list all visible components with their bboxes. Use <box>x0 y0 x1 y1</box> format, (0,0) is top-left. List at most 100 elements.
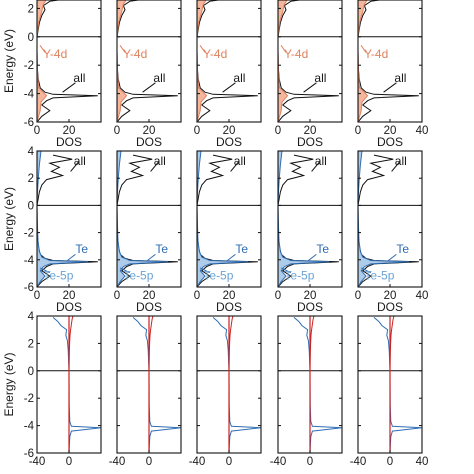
annotation-arrow <box>230 161 239 172</box>
x-axis-label: DOS <box>216 135 242 149</box>
annotation-arrow <box>62 82 76 93</box>
x-tick-label: 0 <box>226 456 232 468</box>
x-tick-label: 20 <box>304 125 317 137</box>
annotation-arrow <box>388 253 397 261</box>
panel-plot-area <box>358 151 422 287</box>
series-total-line <box>37 0 98 122</box>
annotation-te: Te <box>316 242 329 256</box>
x-tick-label: 0 <box>194 125 200 137</box>
panel-plot-area <box>197 0 261 122</box>
series-total-line <box>278 154 339 287</box>
annotation-all: all <box>73 71 85 85</box>
annotation-te: Te <box>396 242 409 256</box>
x-axis-label: DOS <box>377 135 403 149</box>
annotation-all: all <box>395 154 407 168</box>
series-total-line <box>358 154 419 287</box>
series-spin_up-line <box>373 317 422 453</box>
annotation-arrow <box>70 161 79 172</box>
x-tick-label: 20 <box>63 125 76 137</box>
y-tick-label: -4 <box>24 255 35 267</box>
annotation-te5p: Te-5p <box>123 268 153 282</box>
panel-plot-area <box>37 0 101 122</box>
series-y4d-fill <box>358 0 368 122</box>
annotation-arrow <box>360 45 367 53</box>
annotation-all: all <box>233 71 245 85</box>
x-tick-label: 0 <box>194 290 200 302</box>
x-tick-label: 0 <box>275 290 281 302</box>
series-y4d-line <box>37 0 48 122</box>
series-y4d-line <box>117 0 128 122</box>
series-te5p-line <box>117 151 169 287</box>
annotation-arrow <box>147 253 156 261</box>
series-te5p-line <box>197 151 249 287</box>
x-tick-label: 0 <box>114 290 120 302</box>
annotation-arrow <box>67 253 76 261</box>
panel-plot-area <box>197 151 261 287</box>
x-tick-label: 0 <box>275 125 281 137</box>
y-tick-label: 2 <box>28 3 34 15</box>
y-tick-label: -4 <box>24 421 35 433</box>
x-axis-label: DOS <box>136 300 162 314</box>
panel-plot-area <box>37 316 101 453</box>
y-tick-label: -2 <box>24 393 34 405</box>
x-tick-label: 20 <box>143 290 156 302</box>
series-te5p-line <box>278 151 330 287</box>
x-tick-label: 0 <box>387 456 393 468</box>
annotation-arrow <box>303 82 317 93</box>
x-tick-label: 0 <box>146 456 152 468</box>
x-tick-label: -40 <box>189 456 206 468</box>
x-tick-label: -40 <box>350 456 367 468</box>
y-tick-label: -6 <box>24 282 34 294</box>
panel-plot-area <box>197 316 261 453</box>
x-axis-label: DOS <box>297 135 323 149</box>
annotation-all: all <box>153 71 165 85</box>
annotation-arrow <box>119 267 131 274</box>
annotation-arrow <box>311 161 320 172</box>
annotation-all: all <box>74 154 86 168</box>
annotation-all: all <box>314 71 326 85</box>
annotation-te5p: Te-5p <box>364 268 394 282</box>
panel-frame <box>196 0 262 123</box>
annotation-arrow <box>150 161 159 172</box>
x-tick-label: -40 <box>29 456 46 468</box>
x-axis-label: DOS <box>56 135 82 149</box>
x-tick-label: 20 <box>63 290 76 302</box>
y-tick-label: -2 <box>24 60 34 72</box>
y-tick-label: 4 <box>28 311 35 323</box>
annotation-arrow <box>142 82 156 93</box>
x-axis-label: DOS <box>56 300 82 314</box>
panel-plot-area <box>358 0 422 122</box>
series-spin_up-line <box>132 317 181 453</box>
x-tick-label: -40 <box>270 456 287 468</box>
panel-plot-area <box>117 151 181 287</box>
series-total-line <box>278 0 339 122</box>
series-y4d-line <box>278 0 289 122</box>
y-tick-label: -6 <box>24 448 34 460</box>
annotation-te5p: Te-5p <box>203 268 233 282</box>
x-tick-label: 40 <box>416 125 429 137</box>
panel-frame <box>116 0 182 123</box>
panel-plot-area <box>278 0 342 122</box>
panel-plot-area <box>117 0 181 122</box>
annotation-arrow <box>199 267 211 274</box>
series-total-line <box>117 0 178 122</box>
x-tick-label: 0 <box>114 125 120 137</box>
x-tick-label: 0 <box>355 290 361 302</box>
annotation-te: Te <box>235 242 248 256</box>
y-tick-label: 4 <box>28 146 35 158</box>
x-axis-label: DOS <box>297 300 323 314</box>
x-axis-label: DOS <box>136 135 162 149</box>
y-tick-label: 2 <box>28 173 34 185</box>
series-spin_up-line <box>52 317 101 453</box>
x-tick-label: 20 <box>223 125 236 137</box>
series-total-line <box>197 154 258 287</box>
y-tick-label: 0 <box>28 366 34 378</box>
annotation-arrow <box>119 45 126 53</box>
y-tick-label: -6 <box>24 117 34 129</box>
series-y4d-line <box>358 0 369 122</box>
series-y4d-line <box>197 0 208 122</box>
series-y4d-fill <box>278 0 288 122</box>
panel-plot-area <box>358 316 422 453</box>
annotation-arrow <box>227 253 236 261</box>
